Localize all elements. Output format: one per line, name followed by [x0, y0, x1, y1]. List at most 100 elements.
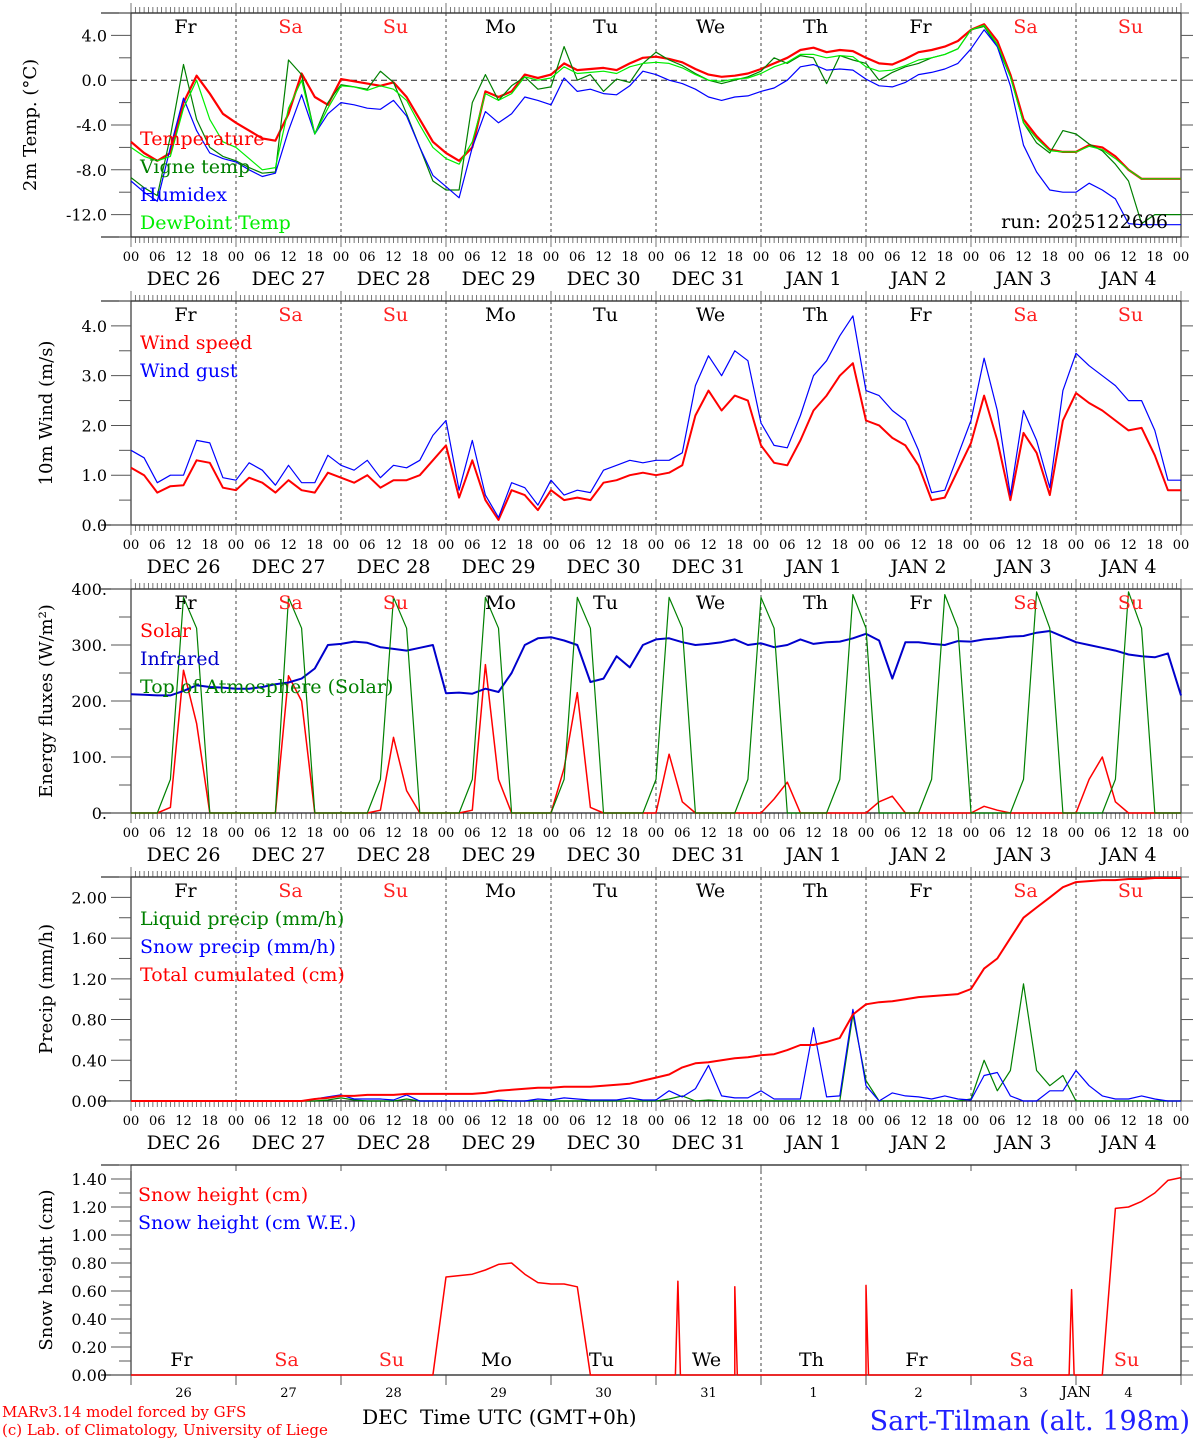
- hour-tick-label: 18: [411, 1114, 428, 1129]
- hour-tick-label: 00: [228, 1114, 245, 1129]
- date-label: DEC 28: [357, 844, 431, 866]
- hour-tick-label: 00: [438, 538, 455, 553]
- hour-tick-label: 18: [936, 538, 953, 553]
- hour-tick-label: 18: [411, 538, 428, 553]
- day-of-week-label: Th: [803, 304, 828, 326]
- hour-tick-label: 00: [1068, 1114, 1085, 1129]
- day-of-week-label: Fr: [174, 592, 197, 614]
- legend-entry: Temperature: [140, 128, 264, 150]
- y-tick-label: 0.0: [82, 71, 107, 90]
- day-of-week-label: Fr: [174, 880, 197, 902]
- hour-tick-label: 00: [1068, 538, 1085, 553]
- day-of-week-label: Sa: [278, 16, 302, 38]
- date-label: DEC 31: [672, 268, 746, 290]
- hour-tick-label: 12: [700, 1114, 717, 1129]
- series-line-top-of-atmosphere-solar-: [131, 591, 1181, 814]
- hour-tick-label: 12: [1015, 1114, 1032, 1129]
- date-label: DEC 31: [672, 844, 746, 866]
- y-tick-label: 4.0: [82, 317, 107, 336]
- date-label: JAN 1: [783, 844, 841, 866]
- hour-tick-label: 00: [543, 826, 560, 841]
- date-label: JAN 2: [888, 1132, 946, 1154]
- day-of-week-label: Su: [1114, 1349, 1139, 1371]
- date-label: JAN 1: [783, 556, 841, 578]
- hour-tick-label: 00: [543, 538, 560, 553]
- day-number-label: 31: [700, 1386, 717, 1401]
- day-of-week-label: Fr: [905, 1349, 928, 1371]
- hour-tick-label: 00: [963, 538, 980, 553]
- day-of-week-label: We: [696, 16, 725, 38]
- date-label: DEC 27: [252, 1132, 326, 1154]
- legend-entry: DewPoint Temp: [140, 212, 291, 234]
- day-of-week-label: Tu: [589, 1349, 614, 1371]
- hour-tick-label: 06: [884, 826, 901, 841]
- hour-tick-label: 18: [1041, 1114, 1058, 1129]
- y-tick-label: 1.0: [82, 466, 107, 485]
- day-of-week-label: Sa: [1013, 592, 1037, 614]
- hour-tick-label: 12: [595, 250, 612, 265]
- day-of-week-label: Su: [1118, 16, 1143, 38]
- date-label: DEC 30: [567, 844, 641, 866]
- hour-tick-label: 06: [464, 538, 481, 553]
- hour-tick-label: 12: [1120, 538, 1137, 553]
- day-of-week-label: We: [696, 880, 725, 902]
- y-tick-label: 2.00: [71, 888, 107, 907]
- hour-tick-label: 06: [1094, 1114, 1111, 1129]
- hour-tick-label: 12: [1120, 250, 1137, 265]
- day-number-label: 3: [1019, 1386, 1027, 1401]
- hour-tick-label: 12: [175, 538, 192, 553]
- legend-entry: Total cumulated (cm): [140, 964, 345, 986]
- hour-tick-label: 12: [175, 250, 192, 265]
- day-of-week-label: Mo: [485, 16, 516, 38]
- hour-tick-label: 00: [963, 1114, 980, 1129]
- date-label: JAN 4: [1098, 556, 1156, 578]
- y-tick-label: 1.20: [71, 970, 107, 989]
- series-line-humidex: [130, 29, 1181, 226]
- station-title: Sart-Tilman (alt. 198m): [870, 1406, 1190, 1437]
- hour-tick-label: 00: [648, 538, 665, 553]
- y-axis-label: Energy fluxes (W/m²): [36, 604, 57, 798]
- day-of-week-label: Th: [799, 1349, 824, 1371]
- day-number-label: 4: [1124, 1386, 1132, 1401]
- date-label: DEC 29: [462, 1132, 536, 1154]
- hour-tick-label: 06: [359, 826, 376, 841]
- hour-tick-label: 06: [674, 1114, 691, 1129]
- hour-tick-label: 12: [910, 1114, 927, 1129]
- series-line-wind-speed: [130, 362, 1181, 521]
- hour-tick-label: 12: [805, 826, 822, 841]
- day-of-week-label: Mo: [485, 304, 516, 326]
- date-label: DEC 26: [147, 1132, 221, 1154]
- day-number-label: 1: [809, 1386, 817, 1401]
- series-line-infrared: [130, 630, 1182, 697]
- day-number-label: 30: [595, 1386, 612, 1401]
- date-label: JAN 2: [888, 268, 946, 290]
- hour-tick-label: 18: [936, 826, 953, 841]
- y-tick-label: 300.: [71, 636, 107, 655]
- y-tick-label: 1.20: [71, 1198, 107, 1217]
- hour-tick-label: 06: [884, 538, 901, 553]
- day-of-week-label: We: [696, 304, 725, 326]
- hour-tick-label: 12: [595, 1114, 612, 1129]
- date-label: DEC 27: [252, 556, 326, 578]
- hour-tick-label: 12: [805, 1114, 822, 1129]
- series-line-temperature: [130, 23, 1181, 180]
- day-of-week-label: Tu: [593, 304, 618, 326]
- date-label: DEC 27: [252, 268, 326, 290]
- date-label: DEC 28: [357, 1132, 431, 1154]
- hour-tick-label: 00: [438, 250, 455, 265]
- hour-tick-label: 12: [595, 538, 612, 553]
- day-of-week-label: Fr: [174, 16, 197, 38]
- y-tick-label: 0.80: [71, 1011, 107, 1030]
- hour-tick-label: 12: [385, 538, 402, 553]
- hour-tick-label: 12: [805, 538, 822, 553]
- y-tick-label: 1.60: [71, 929, 107, 948]
- y-tick-label: 0.60: [71, 1282, 107, 1301]
- hour-tick-label: 00: [858, 826, 875, 841]
- hour-tick-label: 12: [910, 826, 927, 841]
- hour-tick-label: 00: [1173, 250, 1190, 265]
- day-number-label: 29: [490, 1386, 507, 1401]
- hour-tick-label: 18: [1146, 826, 1163, 841]
- hour-tick-label: 18: [516, 538, 533, 553]
- hour-tick-label: 00: [228, 826, 245, 841]
- hour-tick-label: 12: [1120, 1114, 1137, 1129]
